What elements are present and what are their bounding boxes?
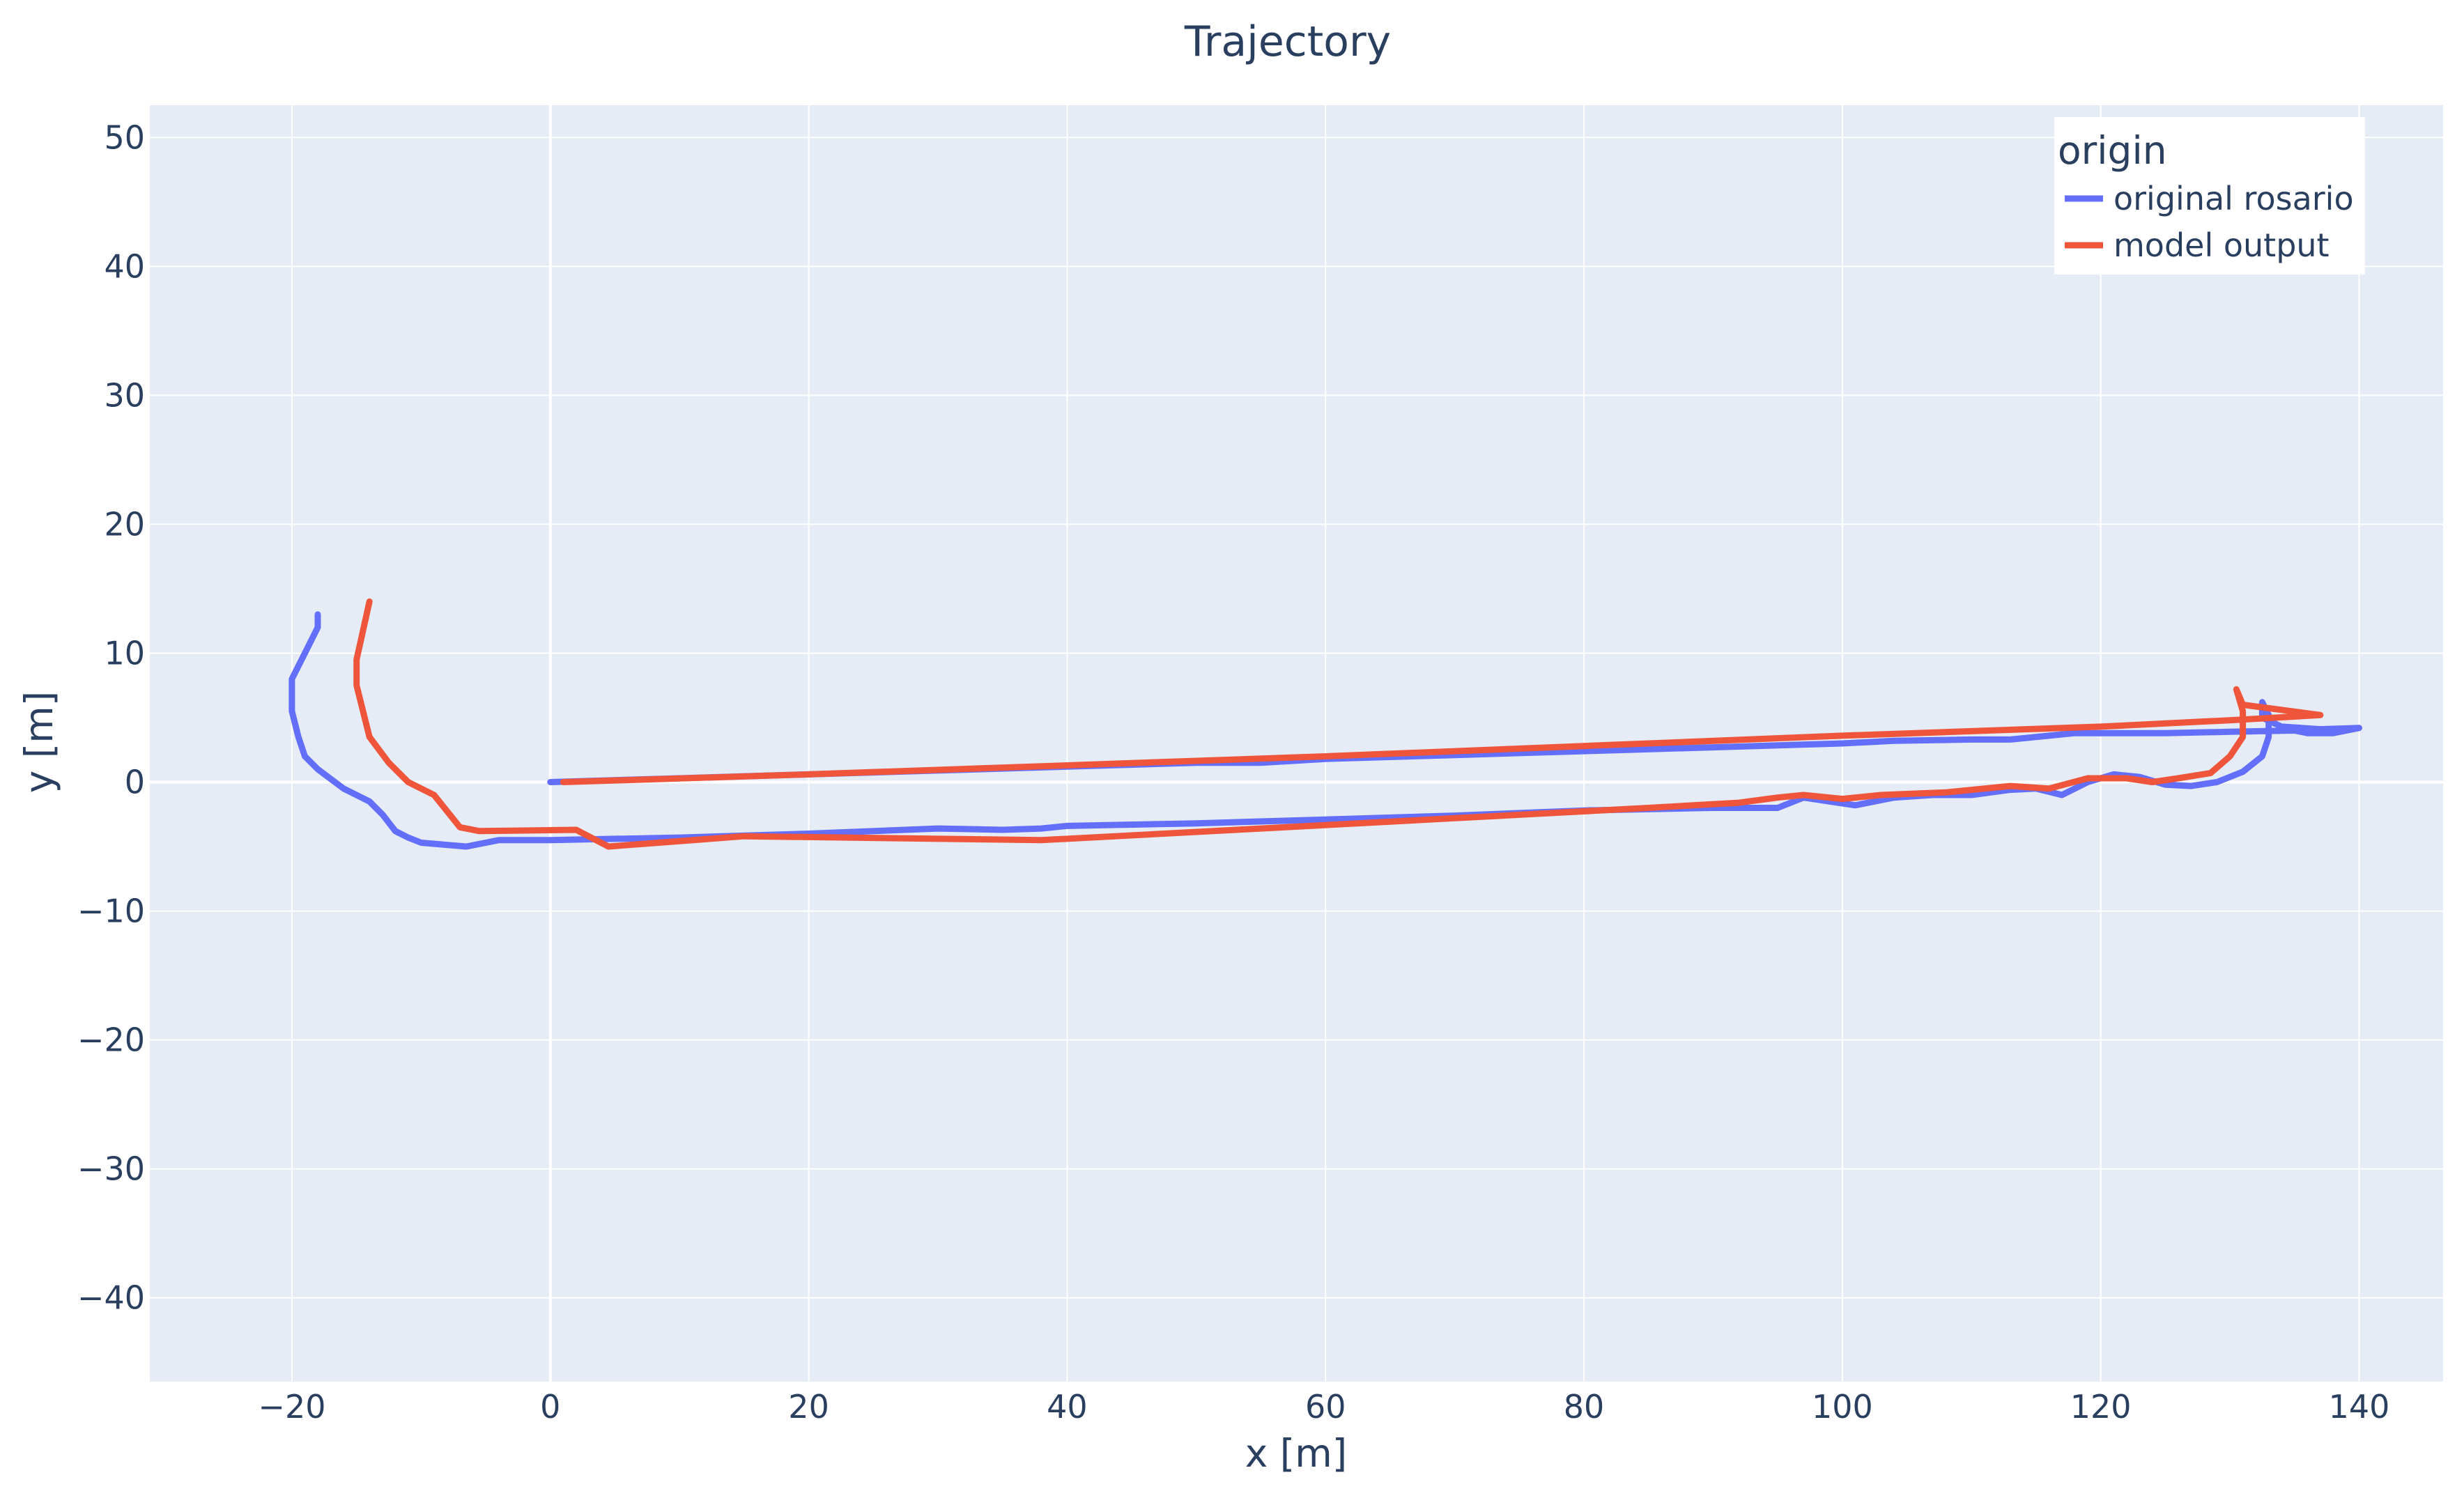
x-tick-label: 100 xyxy=(1812,1388,1873,1426)
chart-title: Trajectory xyxy=(1184,17,1391,66)
y-tick-label: 0 xyxy=(125,764,145,801)
y-tick-label: −30 xyxy=(77,1150,145,1188)
legend-items: original rosario model output xyxy=(2065,180,2354,264)
y-axis-label: y [m] xyxy=(17,691,61,794)
series-lines xyxy=(288,598,2362,850)
x-tick-label: 80 xyxy=(1564,1388,1605,1426)
y-tick-label: 30 xyxy=(104,376,145,414)
series-line-model-output xyxy=(353,598,2324,850)
series-line-original-rosario xyxy=(288,611,2362,850)
x-tick-label: −20 xyxy=(258,1388,325,1426)
legend-title: origin xyxy=(2058,128,2167,173)
x-tick-label: 60 xyxy=(1305,1388,1346,1426)
legend[interactable]: origin original rosario model output xyxy=(2054,117,2365,275)
y-tick-label: −10 xyxy=(77,893,145,930)
legend-label: original rosario xyxy=(2113,180,2354,217)
y-tick-label: 40 xyxy=(104,247,145,285)
x-tick-label: 20 xyxy=(788,1388,829,1426)
x-axis-label: x [m] xyxy=(1245,1431,1348,1476)
legend-item[interactable]: original rosario xyxy=(2065,180,2354,217)
y-tick-label: 50 xyxy=(104,118,145,156)
plot-background xyxy=(150,105,2443,1382)
legend-label: model output xyxy=(2113,226,2330,264)
legend-box xyxy=(2054,117,2365,275)
x-tick-label: 40 xyxy=(1047,1388,1088,1426)
legend-item[interactable]: model output xyxy=(2065,226,2330,264)
x-tick-label: 120 xyxy=(2070,1388,2132,1426)
x-tick-labels: −20 0 20 40 60 80 100 120 140 xyxy=(258,1388,2389,1426)
grid-lines xyxy=(150,105,2443,1382)
y-tick-labels: −40 −30 −20 −10 0 10 20 30 40 50 xyxy=(77,118,145,1316)
y-tick-label: −40 xyxy=(77,1279,145,1317)
x-tick-label: 0 xyxy=(540,1388,560,1426)
y-tick-label: −20 xyxy=(77,1021,145,1059)
x-tick-label: 140 xyxy=(2329,1388,2390,1426)
y-tick-label: 20 xyxy=(104,505,145,543)
y-tick-label: 10 xyxy=(104,634,145,672)
